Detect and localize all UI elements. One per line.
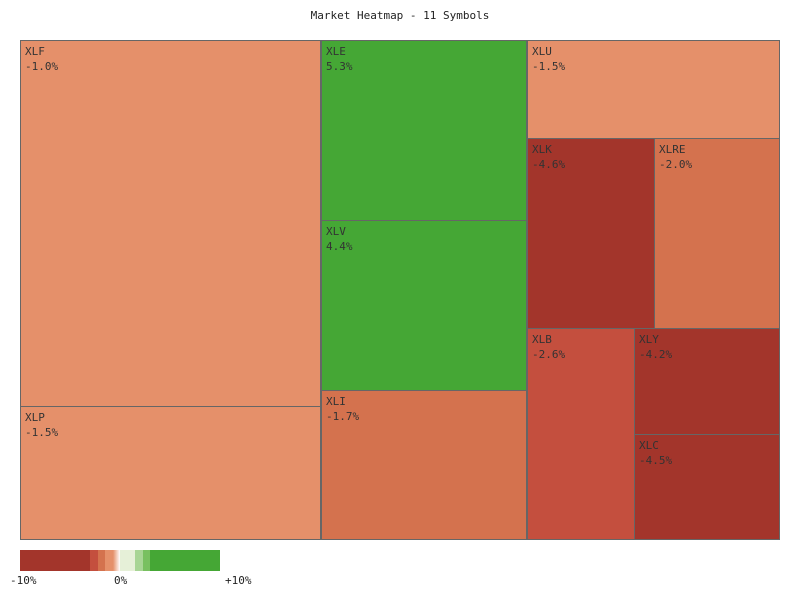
tile-change: -1.5% (25, 426, 59, 439)
tile-xlb[interactable]: XLB -2.6% (527, 328, 635, 540)
tile-change: -1.5% (532, 60, 566, 73)
legend-swatch (98, 550, 105, 571)
tile-xly[interactable]: XLY -4.2% (634, 328, 780, 435)
tile-symbol: XLV (326, 225, 346, 238)
tile-symbol: XLB (532, 333, 552, 346)
tile-xlc[interactable]: XLC -4.5% (634, 434, 780, 540)
tile-xlp[interactable]: XLP -1.5% (20, 406, 321, 540)
legend-swatch (143, 550, 150, 571)
legend-swatch (150, 550, 220, 571)
tile-symbol: XLP (25, 411, 45, 424)
legend-min-label: -10% (10, 574, 37, 587)
tile-xle[interactable]: XLE 5.3% (321, 40, 527, 221)
legend-swatch (20, 550, 90, 571)
tile-symbol: XLU (532, 45, 552, 58)
legend-swatch (120, 550, 135, 571)
tile-symbol: XLRE (659, 143, 686, 156)
tile-change: -2.0% (659, 158, 693, 171)
tile-symbol: XLY (639, 333, 659, 346)
tile-xlu[interactable]: XLU -1.5% (527, 40, 780, 139)
tile-xlv[interactable]: XLV 4.4% (321, 220, 527, 391)
tile-change: 5.3% (326, 60, 353, 73)
tile-symbol: XLI (326, 395, 346, 408)
legend-swatch (90, 550, 98, 571)
legend-swatch (105, 550, 113, 571)
tile-xlre[interactable]: XLRE -2.0% (654, 138, 780, 329)
tile-change: -4.6% (532, 158, 566, 171)
tile-change: -1.0% (25, 60, 59, 73)
tile-xlf[interactable]: XLF -1.0% (20, 40, 321, 407)
tile-change: -1.7% (326, 410, 360, 423)
tile-symbol: XLC (639, 439, 659, 452)
tile-symbol: XLF (25, 45, 45, 58)
legend-max-label: +10% (225, 574, 252, 587)
tile-symbol: XLE (326, 45, 346, 58)
tile-xlk[interactable]: XLK -4.6% (527, 138, 655, 329)
tile-change: -2.6% (532, 348, 566, 361)
color-legend (20, 550, 220, 571)
tile-change: -4.5% (639, 454, 673, 467)
legend-mid-label: 0% (114, 574, 128, 587)
tile-symbol: XLK (532, 143, 552, 156)
chart-title: Market Heatmap - 11 Symbols (310, 9, 490, 22)
tile-xli[interactable]: XLI -1.7% (321, 390, 527, 540)
legend-swatch (135, 550, 143, 571)
tile-change: -4.2% (639, 348, 673, 361)
tile-change: 4.4% (326, 240, 353, 253)
legend-swatch (113, 550, 120, 571)
